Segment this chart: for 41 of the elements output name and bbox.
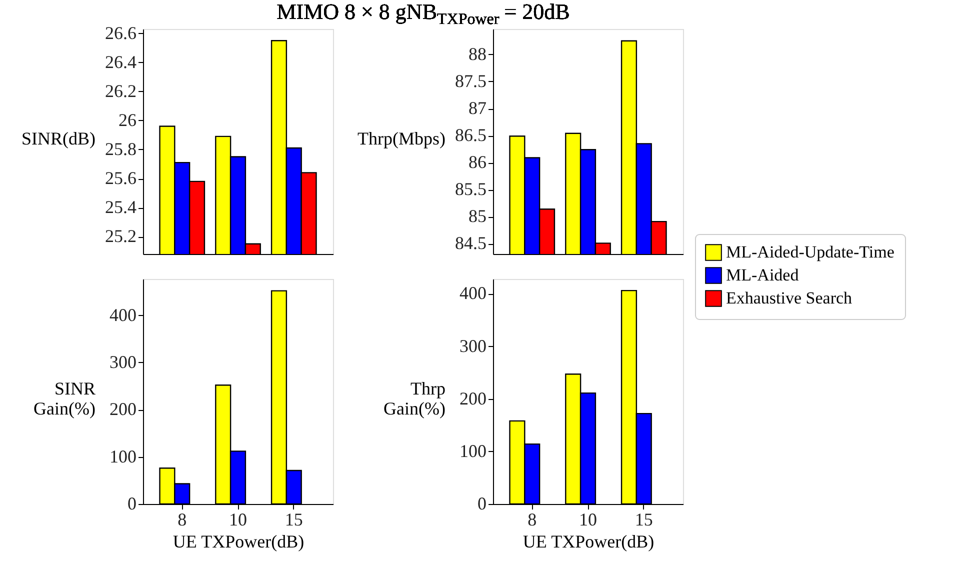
y-axis-title: Thrp(Mbps) — [358, 128, 446, 148]
y-tick-label: 86.5 — [455, 125, 486, 146]
x-tick-label: 15 — [634, 510, 653, 530]
y-tick-label: 100 — [110, 446, 136, 466]
y-tick-label: 87 — [468, 98, 486, 118]
x-tick-label: 8 — [528, 510, 537, 530]
legend-label: ML-Aided — [726, 266, 800, 284]
y-tick-label: 87.5 — [455, 70, 486, 91]
x-tick-label: 15 — [284, 510, 303, 530]
y-tick-label: 26.4 — [105, 52, 136, 72]
y-tick-label: 84.5 — [455, 233, 486, 254]
y-tick-label: 86 — [468, 152, 486, 172]
y-axis-title: Thrp Gain(%) — [384, 378, 446, 418]
legend-label: Exhaustive Search — [726, 288, 853, 308]
y-tick-label: 25.8 — [105, 138, 136, 159]
x-axis-title: UE TXPower(dB) — [172, 532, 304, 552]
y-tick-label: 100 — [460, 440, 486, 461]
y-tick-label: 200 — [110, 399, 136, 420]
x-tick-label: 8 — [178, 510, 187, 530]
y-tick-label: 300 — [460, 336, 486, 356]
x-tick-label: 10 — [579, 510, 597, 530]
y-axis-title: SINR(dB) — [21, 128, 96, 148]
y-tick-label: 300 — [110, 352, 136, 372]
y-tick-label: 400 — [110, 304, 136, 325]
x-tick-label: 10 — [229, 510, 247, 530]
y-tick-label: 200 — [460, 388, 486, 408]
x-axis-title: UE TXPower(dB) — [522, 532, 654, 552]
y-tick-label: 25.6 — [105, 168, 136, 188]
y-tick-label: 88 — [468, 44, 486, 64]
y-tick-label: 0 — [478, 494, 486, 514]
y-tick-label: 26.6 — [105, 22, 136, 43]
legend-label: ML-Aided-Update-Time — [726, 242, 894, 262]
y-tick-label: 0 — [128, 494, 136, 514]
y-axis-title: SINR Gain(%) — [34, 378, 96, 418]
y-tick-label: 85.5 — [455, 179, 486, 200]
y-tick-label: 400 — [460, 283, 486, 304]
y-tick-label: 85 — [468, 206, 486, 226]
y-tick-label: 26.2 — [105, 80, 136, 101]
y-tick-label: 26 — [118, 110, 136, 130]
y-tick-label: 25.2 — [105, 226, 136, 246]
y-tick-label: 25.4 — [105, 197, 136, 218]
